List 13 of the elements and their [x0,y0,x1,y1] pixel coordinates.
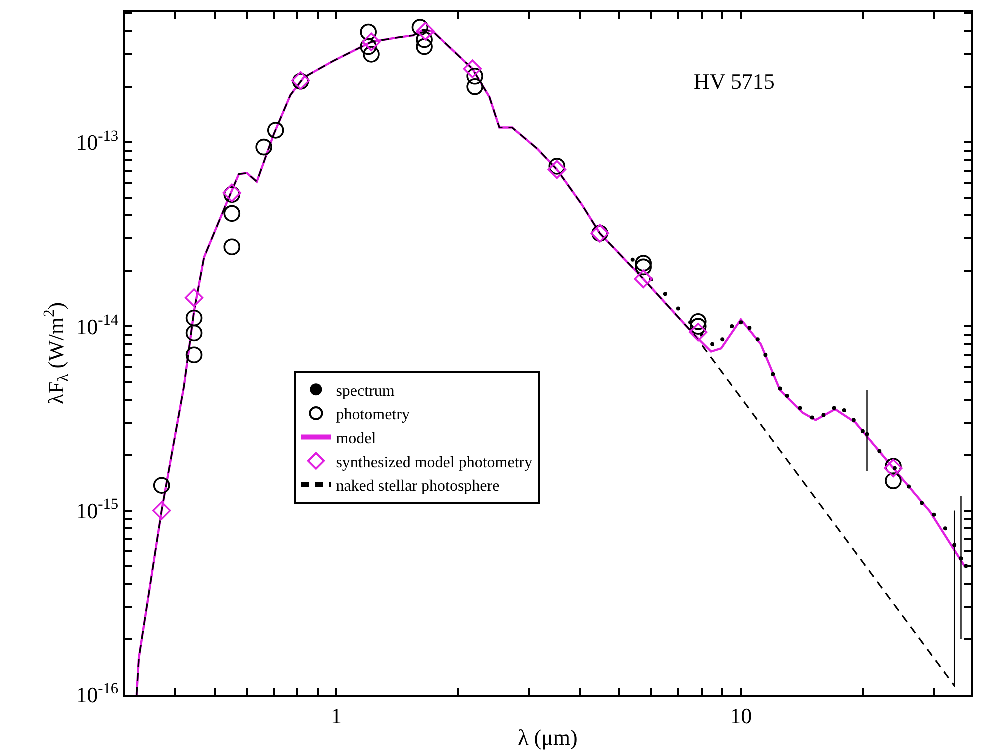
x-tick-label: 1 [331,703,342,728]
y-tick-label: 10$^{-15}$ [76,496,119,524]
x-tick-label: 10 [730,703,752,728]
legend-label: spectrum [336,382,396,400]
legend-label: naked stellar photosphere [336,478,500,496]
y-tick-label: 10$^{-13}$ [76,128,119,156]
legend-label: synthesized model photometry [336,454,533,472]
legend-label: photometry [336,406,410,424]
x-axis-title: λ (μm) [518,724,578,750]
annotation: HV 5715 [694,69,775,94]
y-tick-label: 10$^{-16}$ [76,680,119,708]
legend-label: model [336,430,377,448]
y-tick-label: 10$^{-14}$ [76,312,119,340]
